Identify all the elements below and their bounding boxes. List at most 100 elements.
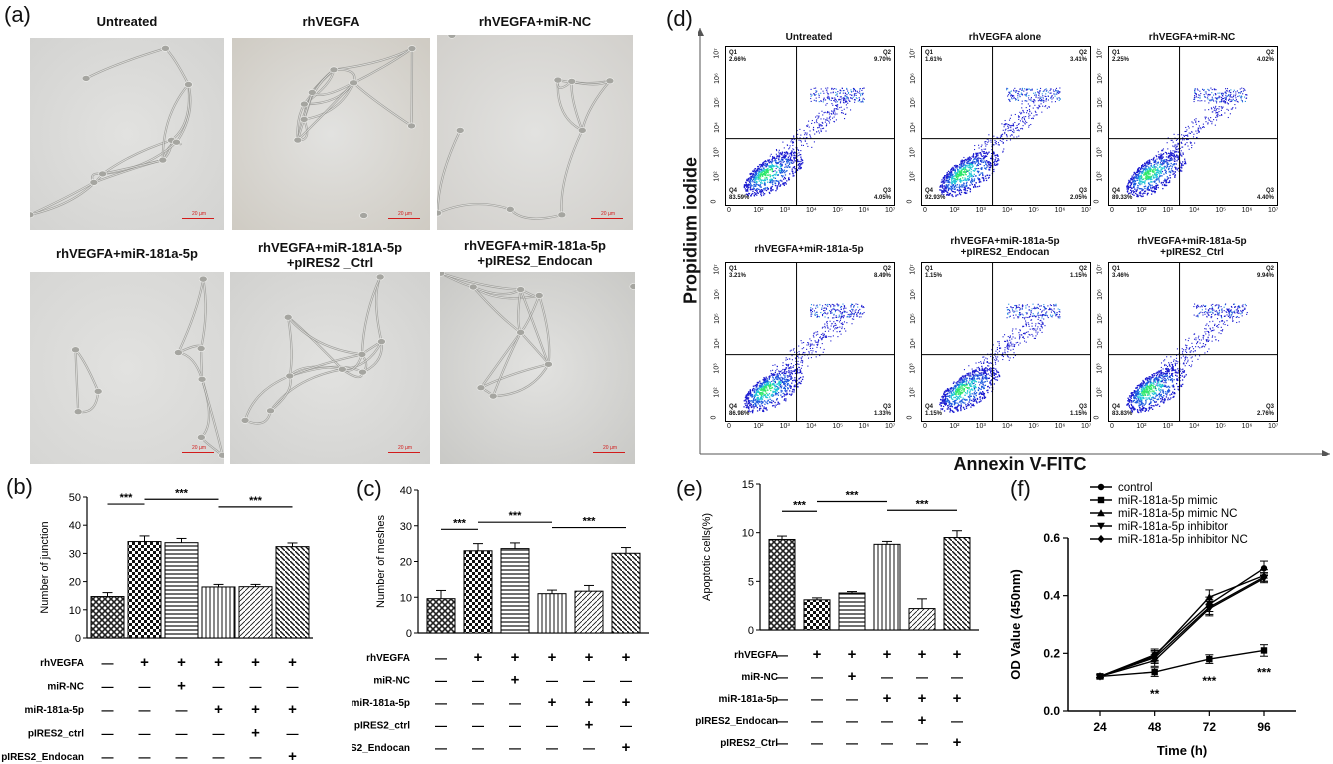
quadrant-percentage: 3.41% xyxy=(1069,57,1087,63)
treatment-mark: — xyxy=(776,648,788,662)
quadrant-name: Q2 xyxy=(882,50,891,56)
quadrant-name: Q4 xyxy=(925,188,934,194)
bar xyxy=(838,592,866,631)
legend-item: control xyxy=(1090,482,1153,494)
micrograph-title: rhVEGFA+miR-181a-5p xyxy=(56,246,198,261)
treatment-mark: — xyxy=(472,696,484,710)
quadrant-percentage: 2.76% xyxy=(1256,411,1274,417)
flow-y-tick-label: 10⁵ xyxy=(909,313,917,325)
y-tick-label: 10 xyxy=(69,605,81,617)
quadrant-name: Q2 xyxy=(1265,50,1274,56)
y-tick-label: 20 xyxy=(69,577,81,589)
quadrant-percentage: 2.66% xyxy=(729,57,747,63)
quadrant-name: Q4 xyxy=(729,404,738,410)
treatment-mark: + xyxy=(953,734,962,751)
treatment-mark: + xyxy=(511,649,520,666)
flow-y-tick-label: 10⁶ xyxy=(1096,72,1104,84)
quadrant-label: Q4 86.98% xyxy=(729,404,756,418)
treatment-mark: — xyxy=(139,680,151,694)
quadrant-label: Q4 1.15% xyxy=(925,404,952,418)
quadrant-label: Q3 1.33% xyxy=(864,404,891,418)
treatment-mark: — xyxy=(881,714,893,728)
quadrant-percentage: 8.49% xyxy=(873,273,891,279)
micrograph-image: 20 µm xyxy=(437,35,633,230)
treatment-mark: — xyxy=(102,680,114,694)
treatment-mark: + xyxy=(848,646,857,663)
quadrant-label: Q2 3.41% xyxy=(1060,50,1087,64)
treatment-mark: — xyxy=(213,727,225,741)
flow-y-tick-label: 10³ xyxy=(909,147,917,158)
y-tick-label: 50 xyxy=(69,492,81,504)
panel-label-e: (e) xyxy=(676,476,703,501)
treatment-mark: + xyxy=(251,701,260,718)
flow-x-tick-label: 10⁷ xyxy=(1081,207,1092,214)
flow-plot: Q1 2.66% Q2 9.70% Q3 4.05% Q4 83.59% xyxy=(725,46,895,206)
bar xyxy=(164,542,199,639)
quadrant-percentage: 83.83% xyxy=(1112,411,1133,417)
bar xyxy=(127,541,162,639)
micrograph-texture xyxy=(232,38,430,230)
data-point xyxy=(1260,647,1268,654)
flow-x-tick-label: 10⁶ xyxy=(858,207,870,214)
y-tick-label: 10 xyxy=(400,592,412,604)
treatment-label: pIRES2_Ctrl xyxy=(720,738,778,749)
scale-bar xyxy=(591,218,623,219)
treatment-mark: + xyxy=(140,654,149,671)
flow-plot-title: rhVEGFA+miR-181a-5p xyxy=(754,244,864,255)
treatment-mark: — xyxy=(139,703,151,717)
data-point xyxy=(1205,603,1213,612)
bar xyxy=(803,599,831,631)
treatment-mark: — xyxy=(776,736,788,750)
line-chart-od: 0.0 0.2 0.4 0.6 24 48 72 96 Time (h) OD Value (45… xyxy=(1008,482,1296,758)
treatment-mark: + xyxy=(622,739,631,756)
flow-scatter xyxy=(726,47,894,205)
treatment-mark: — xyxy=(916,736,928,750)
flow-y-tick-label: 0 xyxy=(1093,199,1101,204)
treatment-mark: — xyxy=(176,727,188,741)
y-tick-label: 0 xyxy=(75,633,81,645)
data-point xyxy=(1151,668,1158,676)
bar xyxy=(90,596,125,639)
quadrant-name: Q2 xyxy=(1265,266,1274,272)
flow-x-tick-label: 10³ xyxy=(779,207,790,214)
data-point xyxy=(1206,655,1213,663)
legend-label: miR-181a-5p mimic xyxy=(1118,495,1218,507)
flow-scatter xyxy=(922,263,1090,421)
flow-x-tick-label: 10⁴ xyxy=(1189,423,1200,430)
treatment-mark: + xyxy=(883,646,892,663)
micrograph-image: 20 µm xyxy=(440,272,635,464)
treatment-mark: + xyxy=(953,690,962,707)
micrograph-title: rhVEGFA+miR-181a-5p +pIRES2_Endocan xyxy=(464,238,606,268)
scale-bar xyxy=(182,452,214,453)
flow-y-tick-label: 10² xyxy=(909,387,917,398)
micrograph-title: rhVEGFA+miR-NC xyxy=(478,14,592,29)
treatment-label: pIRES2_Endocan xyxy=(695,716,778,727)
quadrant-percentage: 3.21% xyxy=(729,273,747,279)
treatment-mark: — xyxy=(620,674,632,688)
flow-y-tick-label: 10³ xyxy=(1096,147,1104,158)
legend-item: miR-181a-5p mimic xyxy=(1090,495,1218,507)
flow-y-tick-label: 0 xyxy=(906,199,914,204)
series-line xyxy=(1099,576,1265,678)
quadrant-name: Q3 xyxy=(1265,404,1274,410)
quadrant-label: Q1 2.66% xyxy=(729,50,756,64)
treatment-label: miR-NC xyxy=(373,676,410,687)
treatment-mark: — xyxy=(881,736,893,750)
treatment-mark: — xyxy=(176,750,188,764)
bar xyxy=(943,537,971,631)
quadrant-name: Q2 xyxy=(1078,266,1087,272)
treatment-mark: + xyxy=(548,694,557,711)
treatment-mark: — xyxy=(250,680,262,694)
scale-bar xyxy=(388,218,420,219)
treatment-mark: — xyxy=(583,741,595,755)
treatment-mark: — xyxy=(509,696,521,710)
micrograph-image: 20 µm xyxy=(30,38,224,230)
data-point xyxy=(1097,509,1105,517)
flow-y-tick-label: 10⁴ xyxy=(909,338,917,349)
y-tick-label: 40 xyxy=(400,485,412,497)
y-tick-label: 30 xyxy=(69,548,81,560)
quadrant-name: Q2 xyxy=(1078,50,1087,56)
treatment-mark: — xyxy=(435,696,447,710)
significance-label: *** xyxy=(509,510,523,522)
significance-label: *** xyxy=(846,490,860,502)
